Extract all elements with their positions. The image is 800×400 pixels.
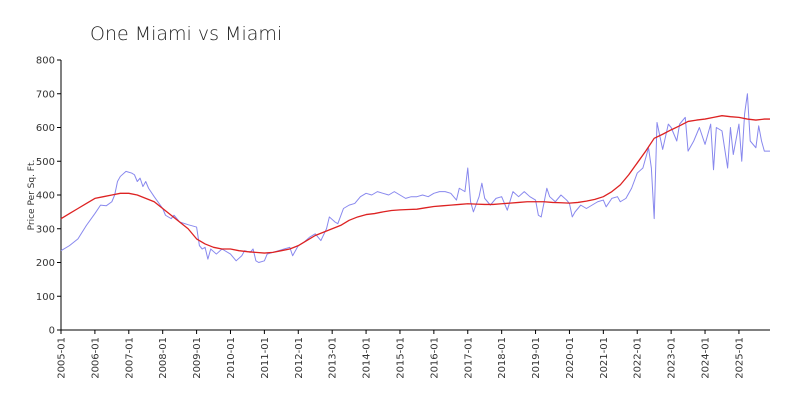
x-tick-label: 2006-01 — [90, 337, 101, 379]
series-line-1 — [60, 93, 770, 263]
series-group — [60, 93, 770, 263]
x-tick-label: 2025-01 — [734, 337, 745, 379]
x-tick-label: 2012-01 — [294, 337, 305, 379]
y-tick-label: 800 — [36, 56, 55, 67]
y-tick-label: 500 — [36, 157, 55, 168]
y-tick-label: 600 — [36, 123, 55, 134]
y-tick-label: 200 — [36, 258, 55, 269]
chart-title: One Miami vs Miami — [90, 23, 282, 45]
x-tick-label: 2016-01 — [429, 337, 440, 379]
x-tick-label: 2018-01 — [497, 337, 508, 379]
x-tick-label: 2024-01 — [701, 337, 712, 379]
x-tick-label: 2008-01 — [158, 337, 169, 379]
x-tick-label: 2005-01 — [57, 337, 68, 379]
x-tick-label: 2015-01 — [395, 337, 406, 379]
y-axis-ticks: 0 100 200 300 400 500 600 700 800 — [36, 56, 61, 337]
y-axis-label: Price Per Sq. Ft. — [27, 160, 37, 231]
x-tick-label: 2021-01 — [599, 337, 610, 379]
x-axis-ticks: 2005-01 2006-01 2007-01 2008-01 2009-01 2010-… — [57, 330, 745, 379]
y-tick-label: 700 — [36, 89, 55, 100]
y-tick-label: 100 — [36, 292, 55, 303]
x-tick-label: 2014-01 — [362, 337, 373, 379]
x-tick-label: 2017-01 — [463, 337, 474, 379]
series-line-2 — [60, 115, 770, 254]
y-tick-label: 300 — [36, 224, 55, 235]
x-tick-label: 2010-01 — [226, 337, 237, 379]
x-tick-label: 2022-01 — [633, 337, 644, 379]
y-tick-label: 0 — [49, 326, 55, 337]
x-tick-label: 2009-01 — [192, 337, 203, 379]
x-tick-label: 2023-01 — [667, 337, 678, 379]
x-tick-label: 2007-01 — [124, 337, 135, 379]
y-tick-label: 400 — [36, 191, 55, 202]
x-tick-label: 2020-01 — [565, 337, 576, 379]
x-tick-label: 2013-01 — [328, 337, 339, 379]
x-tick-label: 2019-01 — [531, 337, 542, 379]
x-tick-label: 2011-01 — [260, 337, 271, 379]
